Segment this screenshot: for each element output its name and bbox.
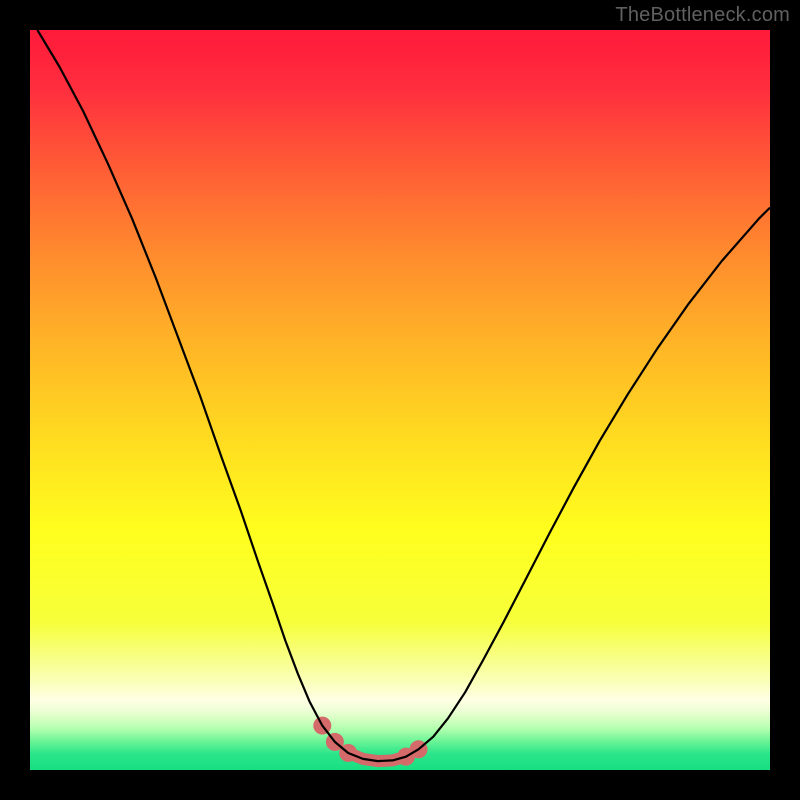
- bottleneck-chart: [0, 0, 800, 800]
- gradient-background: [30, 30, 770, 770]
- watermark-text: TheBottleneck.com: [615, 4, 790, 27]
- chart-stage: TheBottleneck.com: [0, 0, 800, 800]
